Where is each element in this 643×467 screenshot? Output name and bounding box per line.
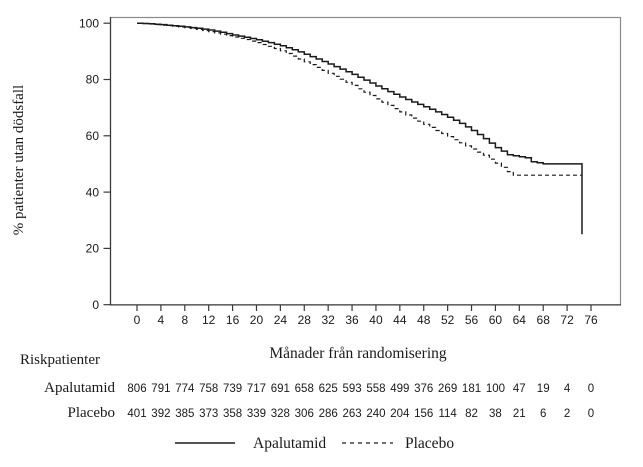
risk-count: 240 [366, 408, 385, 420]
x-tick-label: 76 [584, 313, 598, 327]
risk-table: Apalutamid 806 791 774 758 739 717 691 658 625 593… [44, 380, 594, 421]
risk-count: 269 [438, 383, 457, 395]
risk-count: 373 [199, 408, 218, 420]
risk-row-label: Apalutamid [44, 380, 115, 396]
y-tick-label: 80 [86, 73, 100, 87]
risk-count: 100 [486, 383, 505, 395]
plot-frame [109, 16, 622, 306]
risk-count: 19 [537, 383, 550, 395]
risk-count: 114 [438, 408, 457, 420]
y-axis-title: % patienter utan dödsfall [11, 85, 27, 235]
risk-count: 156 [414, 408, 433, 420]
x-tick-label: 40 [369, 313, 383, 327]
risk-count: 806 [127, 383, 146, 395]
y-tick-label: 0 [92, 298, 99, 312]
x-tick-label: 8 [181, 313, 188, 327]
risk-count: 0 [588, 408, 594, 420]
x-axis-title: Månader från randomisering [269, 345, 447, 362]
risk-count: 47 [513, 383, 526, 395]
y-tick-label: 60 [86, 129, 100, 143]
risk-count: 4 [564, 383, 571, 395]
legend-label: Placebo [405, 435, 454, 452]
x-tick-label: 72 [560, 313, 574, 327]
risk-count: 0 [588, 383, 594, 395]
risk-count: 339 [247, 408, 266, 420]
y-tick-label: 20 [86, 242, 100, 256]
x-tick-label: 56 [465, 313, 479, 327]
x-tick-label: 24 [274, 313, 288, 327]
risk-count: 263 [342, 408, 361, 420]
risk-count: 181 [462, 383, 481, 395]
y-tick-label: 100 [79, 16, 99, 30]
x-tick-label: 28 [298, 313, 312, 327]
risk-row-placebo: Placebo 401 392 385 373 358 339 328 306 286 263 240… [68, 405, 595, 421]
risk-count: 691 [271, 383, 290, 395]
risk-count: 758 [199, 383, 218, 395]
legend-entry-apalutamid: Apalutamid [175, 435, 326, 452]
risk-count: 593 [342, 383, 361, 395]
risk-count: 392 [151, 408, 170, 420]
x-tick-label: 16 [226, 313, 240, 327]
apalutamid-curve [137, 22, 583, 235]
survival-curves [137, 22, 583, 235]
x-tick-label: 32 [321, 313, 335, 327]
y-tick-label: 40 [86, 185, 100, 199]
x-tick-label: 12 [202, 313, 216, 327]
risk-count: 791 [151, 383, 170, 395]
risk-count: 717 [247, 383, 266, 395]
x-tick-label: 60 [489, 313, 503, 327]
x-tick-label: 44 [393, 313, 407, 327]
risk-count: 358 [223, 408, 242, 420]
x-tick-label: 20 [250, 313, 264, 327]
risk-count: 6 [540, 408, 546, 420]
risk-count: 558 [366, 383, 385, 395]
risk-count: 499 [390, 383, 409, 395]
risk-count: 625 [319, 383, 338, 395]
risk-count: 385 [175, 408, 194, 420]
legend: Apalutamid Placebo [175, 435, 454, 452]
risk-row-apalutamid: Apalutamid 806 791 774 758 739 717 691 658 625 593… [44, 380, 594, 396]
x-axis: 0 4 8 12 16 20 24 28 32 36 40 44 48 52 56 60 64 68 72 76 [134, 305, 598, 327]
risk-count: 658 [295, 383, 314, 395]
risk-count: 328 [271, 408, 290, 420]
legend-label: Apalutamid [253, 435, 326, 452]
risk-count: 774 [175, 383, 195, 395]
risk-count: 21 [513, 408, 526, 420]
risk-count: 286 [319, 408, 338, 420]
x-tick-label: 48 [417, 313, 431, 327]
risk-count: 376 [414, 383, 433, 395]
x-tick-label: 4 [158, 313, 165, 327]
risk-row-label: Placebo [68, 405, 115, 421]
risk-count: 2 [564, 408, 570, 420]
risk-count: 204 [390, 408, 410, 420]
risk-count: 82 [465, 408, 478, 420]
x-tick-label: 64 [513, 313, 527, 327]
risk-count: 306 [295, 408, 314, 420]
risk-table-title: Riskpatienter [20, 352, 100, 368]
x-tick-label: 0 [134, 313, 141, 327]
x-tick-label: 52 [441, 313, 455, 327]
x-tick-label: 36 [345, 313, 359, 327]
legend-entry-placebo: Placebo [342, 435, 454, 452]
risk-count: 38 [489, 408, 502, 420]
x-tick-label: 68 [537, 313, 551, 327]
risk-count: 739 [223, 383, 242, 395]
y-axis: 0 20 40 60 80 100 [79, 16, 111, 312]
placebo-curve [137, 22, 582, 176]
risk-count: 401 [127, 408, 146, 420]
